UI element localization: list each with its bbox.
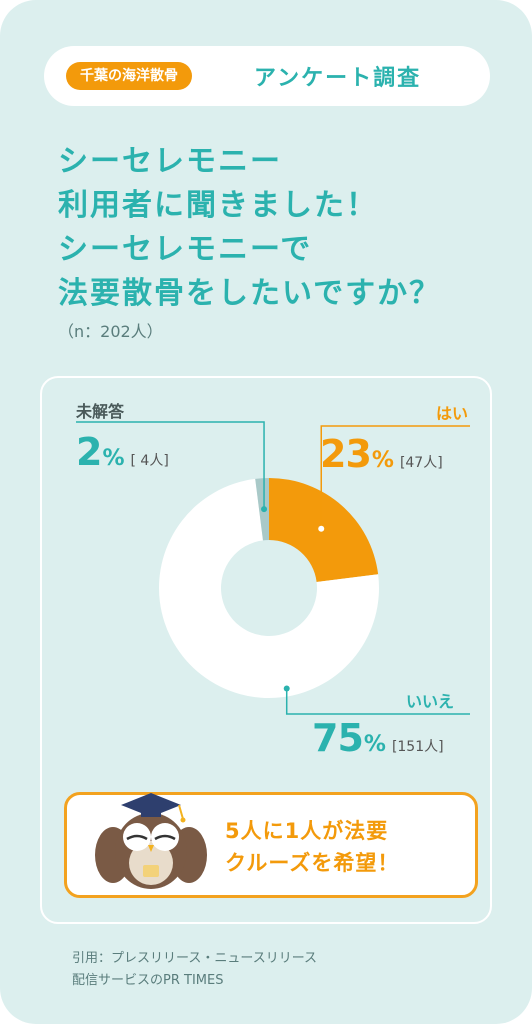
label-no: いいえ: [406, 688, 454, 712]
headline-line-1: シーセレモニー: [58, 144, 282, 179]
count-no: [151人]: [391, 739, 444, 755]
owl-mascot-icon: [95, 793, 207, 889]
pct-sign-no: %: [363, 732, 386, 757]
leader-unanswered: [76, 421, 265, 510]
leader-unanswered-dot: [261, 506, 268, 513]
label-unanswered: 未解答: [76, 398, 124, 422]
slice-no: [158, 478, 379, 698]
label-unanswered-value: 2% [ 4人]: [76, 430, 169, 474]
header-title: アンケート調査: [254, 66, 422, 91]
header-bar: 千葉の海洋散骨 アンケート調査: [44, 46, 490, 106]
pct-yes: 23: [320, 432, 372, 476]
callout-line-2: クルーズを希望！: [225, 851, 400, 875]
leader-no-dot: [283, 685, 290, 692]
source-line-2: 配信サービスのPR TIMES: [72, 973, 224, 988]
pct-sign-unanswered: %: [102, 446, 125, 471]
graduation-cap-icon: [121, 793, 186, 823]
label-yes-name: はい: [436, 404, 469, 423]
callout-line-1: 5人に1人が法要: [225, 819, 389, 843]
sample-size-note: （n：202人）: [58, 322, 163, 341]
label-yes-value: 23% [47人]: [320, 432, 443, 476]
source-line-1: 引用：プレスリリース・ニュースリリース: [72, 951, 318, 966]
callout-box: 5人に1人が法要 クルーズを希望！: [64, 792, 478, 898]
headline-line-3: シーセレモニーで: [58, 232, 313, 267]
pct-unanswered: 2: [76, 430, 102, 474]
leader-yes-dot: [318, 525, 325, 532]
label-no-name: いいえ: [406, 692, 455, 711]
leader-yes: [320, 425, 470, 529]
label-yes: はい: [436, 400, 468, 424]
count-yes: [47人]: [399, 455, 443, 471]
headline-line-4: 法要散骨をしたいですか？: [58, 276, 442, 311]
count-unanswered: [ 4人]: [130, 453, 169, 469]
pct-no: 75: [312, 716, 364, 760]
label-no-value: 75% [151人]: [312, 716, 444, 760]
leader-no: [285, 688, 470, 715]
callout-text: 5人に1人が法要 クルーズを希望！: [225, 815, 399, 879]
label-unanswered-name: 未解答: [76, 402, 125, 421]
headline-line-2: 利用者に聞きました！: [58, 188, 378, 223]
chart-panel: [40, 376, 492, 924]
source-credit: 引用：プレスリリース・ニュースリリース 配信サービスのPR TIMES: [72, 948, 317, 992]
headline: シーセレモニー 利用者に聞きました！ シーセレモニーで 法要散骨をしたいですか？: [58, 140, 441, 316]
brand-tag: 千葉の海洋散骨: [66, 62, 192, 90]
pct-sign-yes: %: [371, 448, 394, 473]
